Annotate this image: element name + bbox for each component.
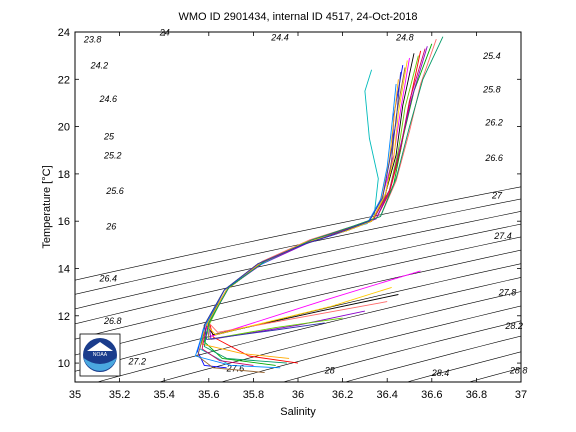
noaa-logo: NOAA (79, 333, 121, 377)
density-contour-label: 24.2 (90, 61, 109, 71)
density-contours (75, 10, 576, 406)
x-axis-ticks: 35 35.2 35.4 35.6 35.8 36 36.2 36.4 36.6 36.8 37 (69, 32, 527, 401)
density-contour-label: 26.2 (484, 117, 503, 127)
profile-line (203, 36, 444, 364)
y-axis-label: Temperature [°C] (41, 165, 53, 248)
density-contour-line (344, 335, 521, 382)
density-contour-line (96, 277, 521, 382)
density-contour-label: 25.8 (482, 84, 501, 94)
y-tick-label: 16 (58, 216, 70, 228)
x-tick-label: 36.4 (376, 389, 397, 401)
profile-series (194, 36, 444, 373)
density-contour-label: 26.4 (99, 273, 118, 283)
density-contour-label: 27.8 (498, 288, 517, 298)
density-contour-label: 27.4 (493, 231, 512, 241)
density-contour-label: 26.6 (484, 153, 503, 163)
density-contour-line (509, 10, 576, 406)
density-contour-label: 28 (324, 366, 335, 376)
density-contour-line (75, 186, 521, 281)
profile-line (201, 48, 426, 366)
density-contour-line (220, 305, 521, 382)
density-contour-line (571, 10, 576, 406)
y-tick-label: 24 (58, 27, 70, 39)
profile-line (203, 72, 402, 340)
profile-line (208, 38, 437, 333)
density-contour-label: 25.6 (105, 186, 124, 196)
density-contour-label: 27.6 (226, 363, 245, 373)
density-contour-label: 26.8 (103, 316, 122, 326)
profile-line (201, 79, 399, 359)
density-contour-line (447, 10, 576, 406)
y-tick-label: 22 (58, 74, 70, 86)
x-tick-label: 35 (69, 389, 81, 401)
x-tick-label: 36.6 (421, 389, 442, 401)
density-contour-label: 28.2 (504, 321, 523, 331)
x-tick-label: 36.2 (332, 389, 353, 401)
x-tick-label: 36.8 (466, 389, 487, 401)
density-contour-label: 27.2 (128, 356, 147, 366)
y-axis-ticks: 10 12 14 16 18 20 22 24 (58, 27, 521, 370)
density-contour-line (158, 291, 521, 382)
x-tick-label: 35.8 (243, 389, 264, 401)
plot-frame (74, 31, 522, 383)
chart-title: WMO ID 2901434, internal ID 4517, 24-Oct… (178, 11, 417, 23)
x-tick-label: 36 (292, 389, 304, 401)
density-contour-label: 26 (105, 221, 116, 231)
density-contour-label: 24.4 (270, 32, 289, 42)
density-contour-label: 24.8 (395, 32, 414, 42)
y-tick-label: 12 (58, 311, 70, 323)
profile-line (206, 60, 408, 336)
density-contour-line (405, 351, 521, 382)
density-contour-label: 27 (491, 191, 503, 201)
density-contour-line (75, 198, 521, 295)
y-tick-label: 10 (58, 358, 70, 370)
density-contour-line (75, 249, 521, 356)
svg-text:NOAA: NOAA (93, 352, 108, 358)
x-tick-label: 37 (515, 389, 527, 401)
y-tick-label: 14 (58, 263, 70, 275)
density-contour-label: 28.8 (509, 366, 528, 376)
density-contour-labels: 23.82424.224.424.624.82525.225.425.625.8… (83, 28, 527, 379)
density-contour-label: 23.8 (83, 35, 102, 45)
density-contour-label: 24.6 (99, 94, 118, 104)
x-tick-label: 35.4 (153, 389, 174, 401)
density-contour-label: 28.4 (431, 368, 450, 378)
density-contour-label: 25.4 (482, 51, 501, 61)
profile-line (208, 50, 422, 364)
x-axis-label: Salinity (280, 406, 316, 418)
density-contour-label: 25 (103, 132, 115, 142)
density-contour-line (282, 320, 521, 382)
density-contour-line (75, 263, 521, 372)
x-tick-label: 35.2 (109, 389, 130, 401)
y-tick-label: 18 (58, 169, 70, 181)
x-tick-label: 35.6 (198, 389, 219, 401)
y-tick-label: 20 (58, 122, 70, 134)
density-contour-label: 25.2 (103, 151, 122, 161)
